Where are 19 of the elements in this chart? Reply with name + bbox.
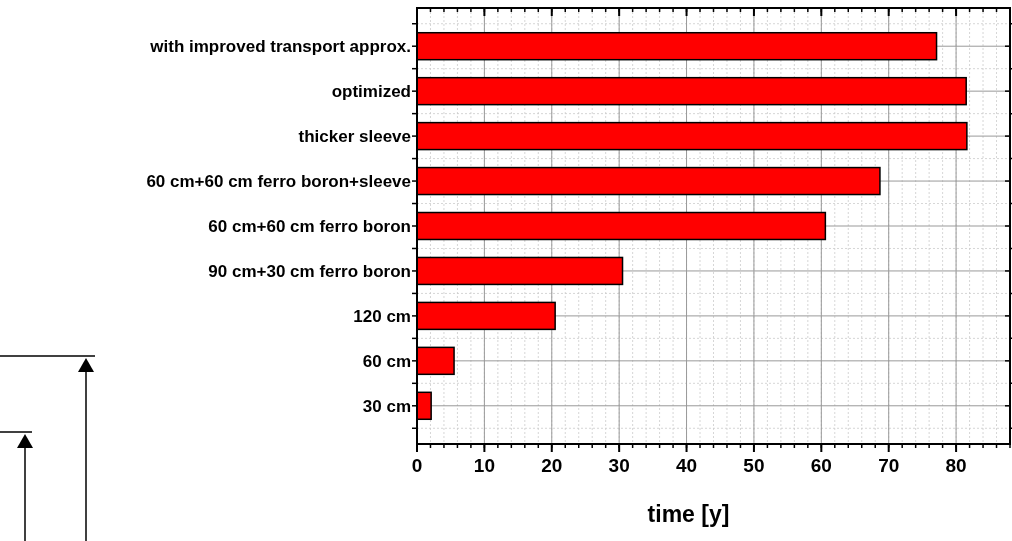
x-tick-label: 80 [945,455,967,476]
y-tick-label: 60 cm+60 cm ferro boron+sleeve [146,172,411,191]
x-tick-label: 30 [608,455,630,476]
y-tick-label: 90 cm+30 cm ferro boron [208,261,411,281]
x-tick-label: 40 [675,455,698,476]
y-tick-label: 60 cm+60 cm ferro boron [208,216,411,236]
x-tick-label: 20 [541,455,563,476]
y-tick-label: 60 cm [362,351,411,371]
x-tick-label: 60 [810,455,832,476]
x-tick-label: 70 [878,455,900,476]
y-tick-label: 30 cm [362,396,411,416]
x-axis-title: time [y] [647,501,730,527]
y-tick-label: with improved transport approx. [149,37,411,57]
y-tick-label: thicker sleeve [298,127,411,147]
x-tick-label: 10 [473,455,495,476]
y-tick-label: optimized [331,82,411,102]
x-tick-label: 0 [411,455,423,476]
y-tick-label: 120 cm [353,306,411,326]
x-tick-label: 50 [743,455,765,476]
